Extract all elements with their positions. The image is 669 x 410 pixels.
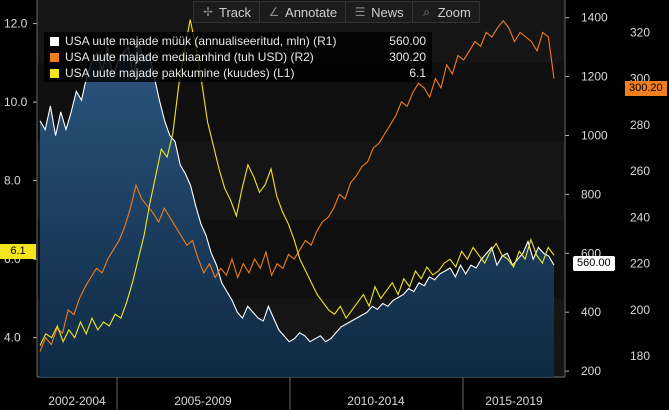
- toolbar-button-label: Zoom: [437, 4, 471, 20]
- pencil-icon: ∠: [268, 5, 280, 19]
- right-axis-2-tick-label: 220: [630, 257, 650, 271]
- x-axis-label: 2015-2019: [485, 394, 543, 408]
- left-axis-tick-label: 12.0: [4, 17, 28, 31]
- chart-legend: USA uute majade müük (annualiseeritud, m…: [44, 32, 432, 82]
- news-icon: ☰: [354, 5, 366, 19]
- series-area-0: [40, 41, 554, 377]
- crosshair-icon: ✢: [202, 5, 214, 19]
- right-axis-1-tick-label: 400: [581, 305, 601, 319]
- legend-swatch: [50, 36, 59, 46]
- toolbar-button-label: News: [371, 4, 404, 20]
- legend-series-name: USA uute majade müük (annualiseeritud, m…: [65, 34, 337, 48]
- sales-last-value-tag: 560.00: [573, 256, 615, 271]
- toolbar-annotate-button[interactable]: ∠ Annotate: [260, 2, 347, 22]
- price-last-value-tag: 300.20: [625, 81, 667, 96]
- toolbar-button-label: Annotate: [285, 4, 338, 20]
- chart-toolbar: ✢ Track ∠ Annotate ☰ News ⌕ Zoom: [193, 1, 480, 23]
- legend-series-name: USA uute majade pakkumine (kuudes) (L1): [65, 66, 295, 80]
- left-axis-last-value-tag: 6.1: [0, 244, 36, 259]
- series-line-1: [39, 19, 555, 352]
- right-axis-2-tick-label: 280: [630, 118, 650, 132]
- legend-series-name: USA uute majade mediaanhind (tuh USD) (R…: [65, 50, 314, 64]
- magnifier-icon: ⌕: [423, 4, 430, 19]
- right-axis-2-tick-label: 200: [630, 303, 650, 317]
- right-axis-2-tick-label: 180: [630, 349, 650, 363]
- x-axis-label: 2010-2014: [347, 394, 405, 408]
- legend-entry[interactable]: USA uute majade mediaanhind (tuh USD) (R…: [44, 49, 432, 65]
- x-axis-label: 2002-2004: [48, 394, 106, 408]
- toolbar-button-label: Track: [219, 4, 252, 20]
- legend-series-value: 6.1: [409, 66, 426, 80]
- toolbar-zoom-button[interactable]: ⌕ Zoom: [413, 2, 479, 22]
- right-axis-1-tick-label: 1400: [581, 11, 608, 25]
- legend-series-value: 560.00: [389, 34, 426, 48]
- legend-swatch: [50, 68, 59, 78]
- left-axis-tick-label: 10.0: [4, 95, 28, 109]
- toolbar-news-button[interactable]: ☰ News: [346, 2, 413, 22]
- right-axis-1-tick-label: 800: [581, 187, 601, 201]
- left-axis-tick-label: 4.0: [4, 331, 21, 345]
- right-axis-2-tick-label: 260: [630, 164, 650, 178]
- left-axis-tick-label: 8.0: [4, 174, 21, 188]
- right-axis-1-tick-label: 1000: [581, 128, 608, 142]
- right-axis-2-tick-label: 240: [630, 210, 650, 224]
- right-axis-1-tick-label: 200: [581, 364, 601, 378]
- series-line-2: [39, 19, 555, 346]
- legend-entry[interactable]: USA uute majade pakkumine (kuudes) (L1) 6…: [44, 65, 432, 81]
- legend-series-value: 300.20: [389, 50, 426, 64]
- right-axis-2-tick-label: 320: [630, 25, 650, 39]
- right-axis-1-tick-label: 1200: [581, 70, 608, 84]
- legend-swatch: [50, 52, 59, 62]
- toolbar-track-button[interactable]: ✢ Track: [194, 2, 261, 22]
- legend-entry[interactable]: USA uute majade müük (annualiseeritud, m…: [44, 33, 432, 49]
- x-axis-label: 2005-2009: [174, 394, 232, 408]
